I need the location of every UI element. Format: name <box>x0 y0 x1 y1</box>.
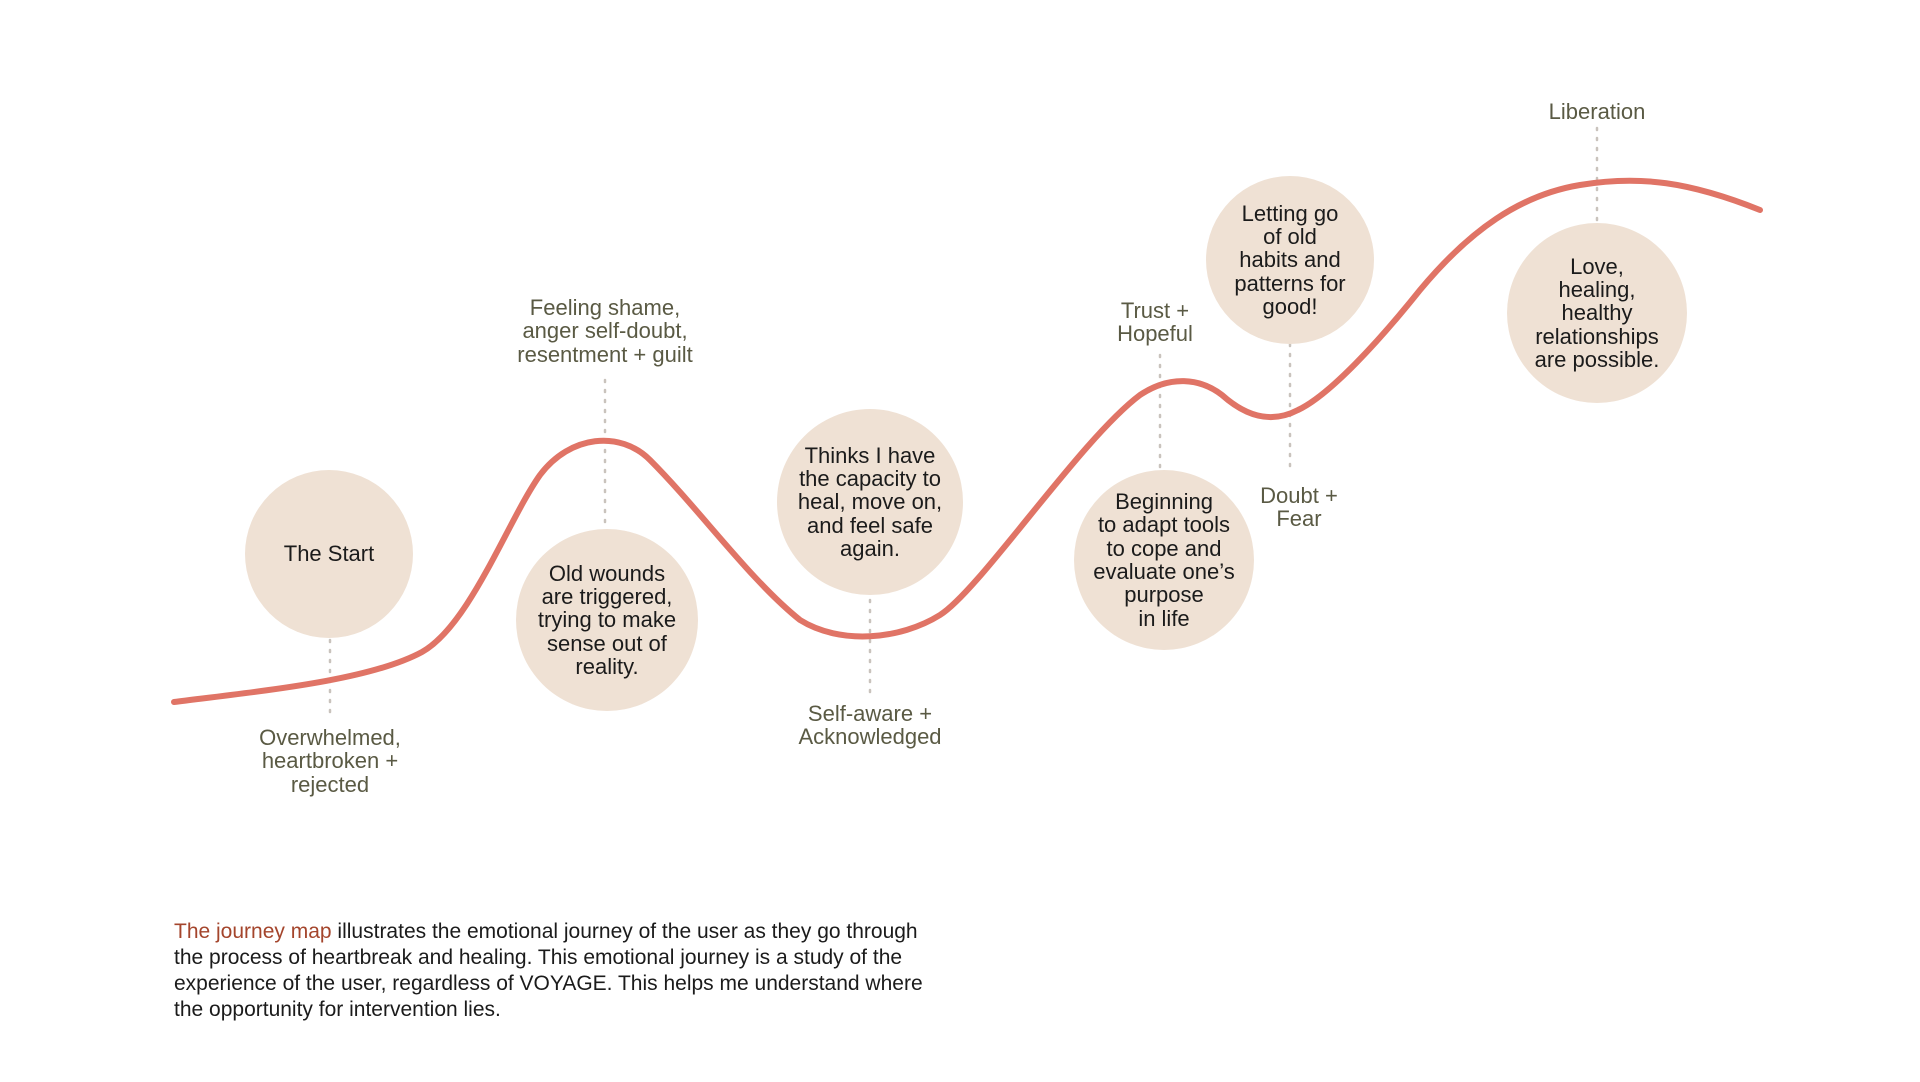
bubble-adapt-tools: Beginning to adapt tools to cope and eva… <box>1074 470 1254 650</box>
bubble-old-wounds-text: Old wounds are triggered, trying to make… <box>537 560 677 679</box>
bubble-adapt-tools-text: Beginning to adapt tools to cope and eva… <box>1093 489 1235 631</box>
description-highlight: The journey map <box>174 920 332 943</box>
emotion-trust-hopeful: Trust + Hopeful <box>1117 298 1193 347</box>
bubble-the-start-text: The Start <box>283 541 375 567</box>
emotion-self-aware: Self-aware + Acknowledged <box>798 701 942 750</box>
bubble-the-start: The Start <box>245 470 413 638</box>
bubble-love-healing: Love, healing, healthy relationships are… <box>1507 223 1687 403</box>
bubble-capacity-to-heal-text: Thinks I have the capacity to heal, move… <box>797 442 943 561</box>
emotion-overwhelmed: Overwhelmed, heartbroken + rejected <box>259 725 401 797</box>
bubble-old-wounds: Old wounds are triggered, trying to make… <box>516 529 698 711</box>
bubble-letting-go-text: Letting go of old habits and patterns fo… <box>1234 200 1346 319</box>
emotion-curve <box>171 177 1763 705</box>
bubble-capacity-to-heal: Thinks I have the capacity to heal, move… <box>777 409 963 595</box>
emotion-liberation: Liberation <box>1548 99 1646 124</box>
emotion-doubt-fear: Doubt + Fear <box>1260 483 1338 532</box>
description-paragraph: The journey map illustrates the emotiona… <box>174 919 934 1023</box>
emotion-feeling-shame: Feeling shame, anger self-doubt, resentm… <box>517 295 693 367</box>
bubble-letting-go: Letting go of old habits and patterns fo… <box>1206 176 1374 344</box>
bubble-love-healing-text: Love, healing, healthy relationships are… <box>1534 253 1660 372</box>
description-body: illustrates the emotional journey of the… <box>174 920 923 1022</box>
